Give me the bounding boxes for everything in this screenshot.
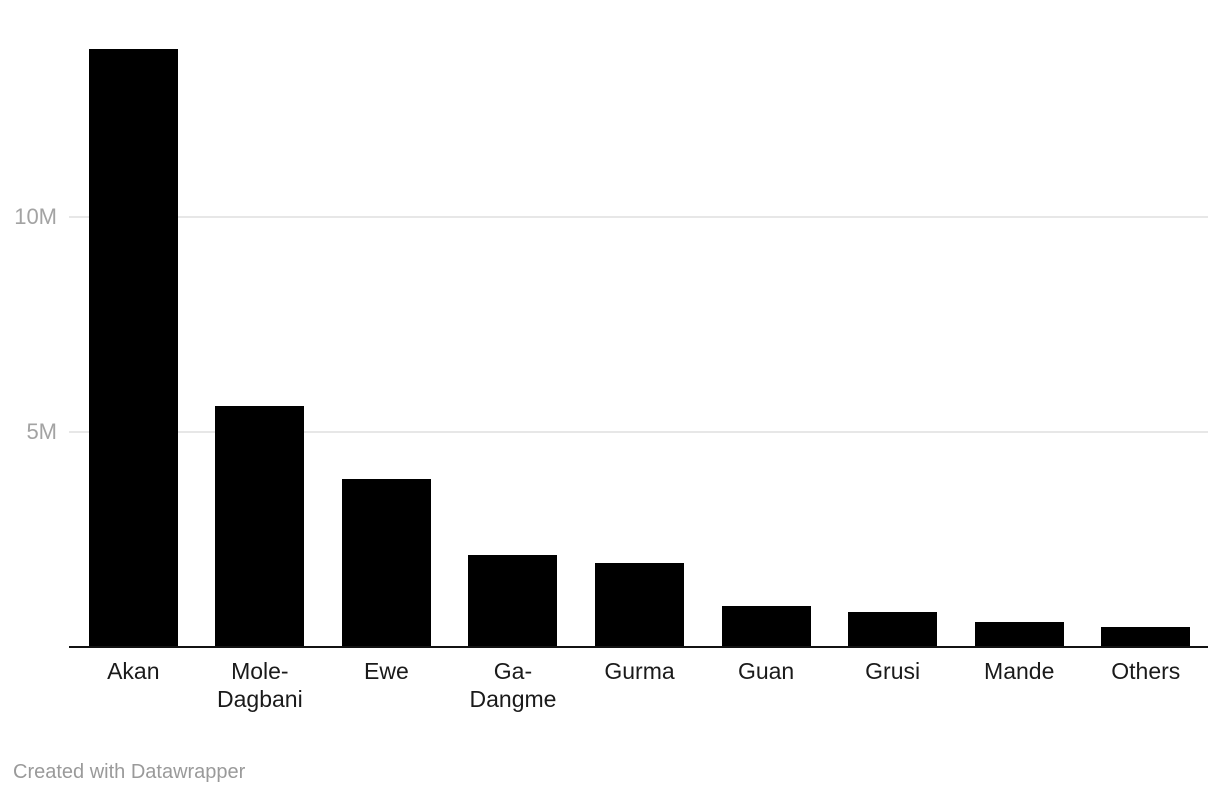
- x-tick-label: Mande: [984, 658, 1055, 684]
- y-gridline: [69, 216, 1208, 218]
- bar-mole-dagbani: [215, 406, 305, 647]
- bar-slot: [956, 0, 1083, 647]
- bar-ewe: [341, 479, 431, 647]
- x-tick-label: Akan: [107, 658, 160, 684]
- bar-akan: [88, 49, 178, 647]
- x-tick-label: Ga- Dangme: [469, 658, 557, 712]
- x-tick-label: Mole- Dagbani: [217, 658, 303, 712]
- bar-slot: [450, 0, 577, 647]
- bar-slot: [197, 0, 324, 647]
- x-axis-line: [69, 646, 1208, 648]
- y-tick-label: 10M: [14, 204, 57, 229]
- bar-gurma: [595, 563, 685, 647]
- bar-grusi: [848, 612, 938, 647]
- bar-slot: [576, 0, 703, 647]
- y-gridline: [69, 431, 1208, 433]
- x-tick-label: Grusi: [865, 658, 921, 684]
- attribution: Created with Datawrapper: [13, 761, 246, 783]
- x-axis-labels: Akan Mole- Dagbani Ewe Ga- Dangme Gurma Guan G…: [70, 657, 1209, 713]
- y-tick-label: 5M: [26, 419, 57, 444]
- bar-slot: [829, 0, 956, 647]
- bar-mande: [974, 622, 1064, 647]
- bar-ga-dangme: [468, 555, 558, 647]
- bar-slot: [703, 0, 830, 647]
- x-tick-label: Guan: [737, 658, 795, 684]
- x-tick-label: Ewe: [364, 658, 409, 684]
- bar-guan: [721, 606, 811, 647]
- bar-others: [1101, 627, 1191, 647]
- bar-slot: [323, 0, 450, 647]
- bars-layer: [70, 0, 1209, 647]
- x-tick-label: Others: [1111, 658, 1181, 684]
- bar-slot: [70, 0, 197, 647]
- bar-slot: [1083, 0, 1210, 647]
- x-tick-label: Gurma: [604, 658, 675, 684]
